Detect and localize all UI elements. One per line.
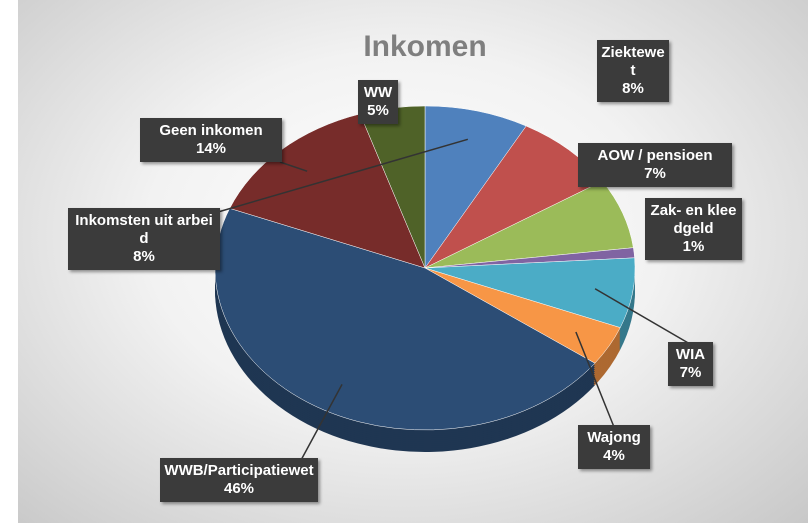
label-value: 5%	[367, 102, 389, 119]
label-name: WIA	[675, 346, 706, 363]
label-value: 8%	[133, 248, 155, 265]
label-value: 14%	[195, 140, 227, 157]
data-label: Ziektewet 8%	[597, 40, 669, 102]
label-name: Inkomsten uit arbeid	[75, 212, 213, 247]
label-value: 1%	[682, 238, 705, 255]
pie-tops	[214, 105, 636, 431]
label-name: Geen inkomen	[159, 122, 263, 139]
label-value: 4%	[603, 447, 625, 464]
label-name: WW	[363, 84, 393, 101]
data-label: Zak- en kleedgeld 1%	[645, 198, 742, 260]
label-value: 46%	[223, 480, 255, 497]
chart-title: Inkomen	[363, 30, 486, 63]
label-name: Wajong	[587, 429, 641, 446]
leader-line	[594, 288, 691, 345]
data-label: Wajong 4%	[578, 425, 650, 469]
label-name: WWB/Participatiewet	[164, 462, 314, 479]
leader-line	[299, 384, 343, 463]
slice	[424, 105, 527, 269]
leader-line	[217, 138, 469, 213]
data-label: AOW / pensioen 7%	[578, 143, 732, 187]
label-value: 7%	[679, 364, 702, 381]
label-name: Ziektewet	[601, 44, 665, 79]
label-value: 7%	[644, 165, 666, 182]
leader-line	[279, 161, 308, 172]
data-label: WWB/Participatiewet 46%	[160, 458, 318, 502]
label-name: AOW / pensioen	[597, 147, 713, 164]
slice	[214, 208, 596, 431]
leader-line	[575, 331, 615, 428]
data-label: Geen inkomen 14%	[140, 118, 282, 162]
label-value: 8%	[622, 80, 644, 97]
data-label: Inkomsten uit arbeid 8%	[68, 208, 220, 270]
data-label: WIA 7%	[668, 342, 713, 386]
label-name: Zak- en kleedgeld	[650, 202, 737, 237]
data-label: WW 5%	[358, 80, 398, 124]
